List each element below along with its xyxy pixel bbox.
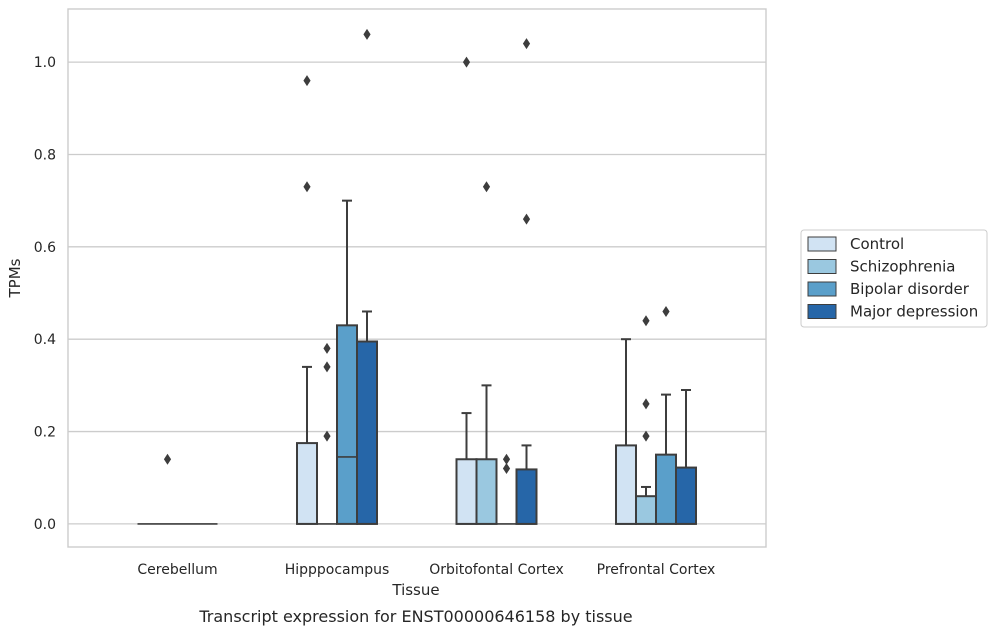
box-body — [515, 468, 538, 525]
outlier-point — [323, 342, 331, 354]
box-3-3 — [675, 388, 697, 525]
outlier-point — [323, 430, 331, 442]
legend-label: Bipolar disorder — [850, 280, 970, 298]
outlier-point — [502, 462, 511, 474]
box-0-1 — [157, 453, 178, 525]
box-body — [455, 458, 478, 525]
box-body — [475, 458, 498, 525]
outlier-point — [642, 398, 650, 410]
outlier-point — [303, 181, 311, 193]
y-tick-label: 0.6 — [34, 240, 56, 256]
box-body — [356, 340, 378, 525]
legend-label: Major depression — [850, 303, 978, 321]
x-tick-label: Cerebellum — [137, 562, 217, 578]
box-1-0 — [296, 75, 318, 525]
outlier-point — [642, 315, 650, 327]
outlier-point — [662, 305, 670, 317]
legend-item: Bipolar disorder — [807, 280, 970, 298]
box-2-3 — [515, 38, 538, 525]
legend-swatch — [807, 281, 837, 297]
y-axis-ticks: 0.0 0.2 0.4 0.6 0.8 1.0 — [34, 55, 56, 533]
outlier-point — [522, 213, 531, 225]
box-body — [655, 453, 677, 525]
box-body — [635, 495, 657, 525]
box-2-1 — [475, 181, 498, 525]
y-axis-title: TPMs — [6, 258, 24, 298]
legend-swatch — [807, 236, 837, 252]
box-body — [615, 444, 637, 525]
box-3-0 — [615, 338, 637, 525]
legend-label: Schizophrenia — [850, 258, 955, 276]
y-tick-label: 0.2 — [34, 425, 56, 441]
box-2-0 — [455, 56, 478, 525]
box-3-2 — [655, 305, 677, 525]
x-tick-label: Orbitofontal Cortex — [429, 562, 564, 578]
legend-swatch — [807, 304, 837, 319]
outlier-point — [303, 75, 311, 87]
box-series — [137, 28, 697, 525]
legend-item: Major depression — [807, 303, 978, 321]
y-tick-label: 1.0 — [34, 55, 56, 71]
outlier-point — [642, 430, 650, 442]
box-body — [296, 442, 318, 525]
outlier-point — [502, 453, 511, 465]
legend-item: Schizophrenia — [807, 258, 955, 276]
x-tick-label: Hipppocampus — [285, 562, 390, 578]
legend-swatch — [807, 259, 837, 274]
legend: Control Schizophrenia Bipolar disorder Majo… — [800, 229, 988, 328]
x-axis-title: Tissue — [391, 581, 439, 599]
legend-item: Control — [807, 235, 904, 253]
chart-caption: Transcript expression for ENST0000064615… — [198, 607, 632, 626]
outlier-point — [363, 28, 371, 40]
y-tick-label: 0.8 — [34, 147, 56, 163]
outlier-point — [462, 56, 471, 68]
outlier-point — [163, 453, 172, 465]
x-axis-ticks: Cerebellum Hipppocampus Orbitofontal Corte… — [137, 562, 715, 578]
box-body — [675, 466, 697, 525]
box-2-2 — [496, 453, 517, 525]
outlier-point — [522, 38, 531, 50]
box-1-3 — [356, 28, 378, 525]
x-tick-label: Prefrontal Cortex — [597, 562, 716, 578]
outlier-point — [482, 181, 491, 193]
box-body — [336, 324, 358, 525]
box-1-1 — [317, 342, 337, 525]
outlier-point — [323, 361, 331, 373]
y-tick-label: 0.4 — [34, 332, 56, 348]
legend-label: Control — [850, 235, 904, 253]
legend-frame — [800, 229, 988, 328]
plot-frame — [67, 8, 767, 548]
y-tick-label: 0.0 — [34, 517, 56, 533]
